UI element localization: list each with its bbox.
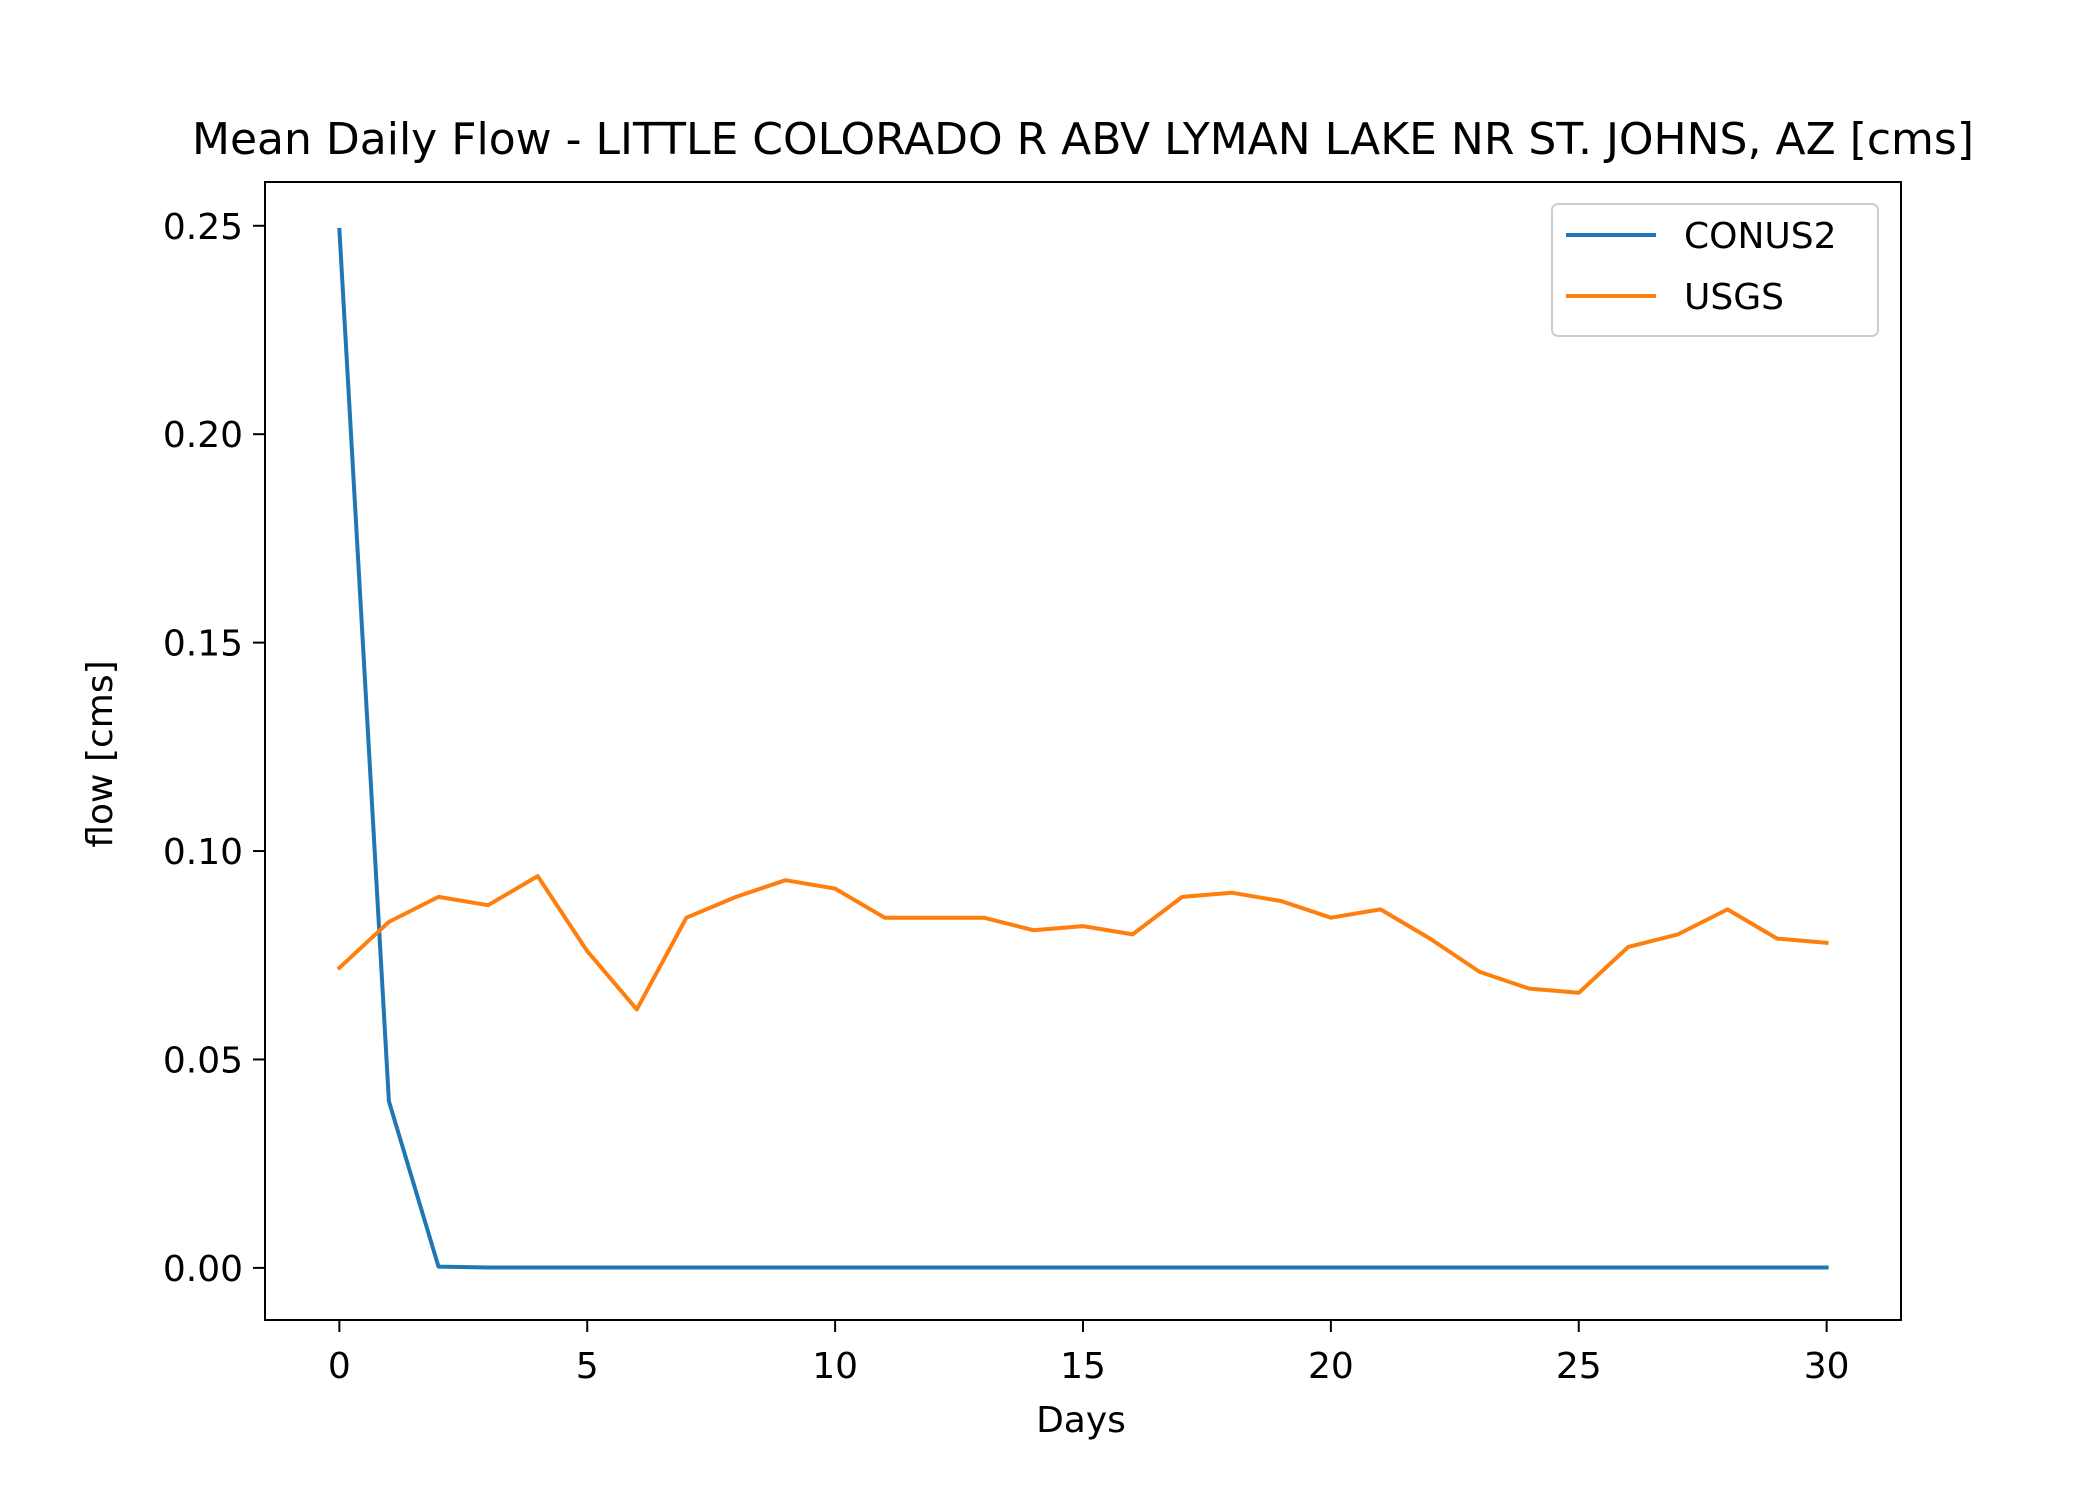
y-tick-label: 0.00 xyxy=(163,1249,243,1290)
y-tick-label: 0.25 xyxy=(163,207,243,248)
x-tick-label: 20 xyxy=(1308,1346,1354,1387)
y-tick-label: 0.15 xyxy=(163,624,243,665)
y-tick-label: 0.05 xyxy=(163,1040,243,1081)
x-tick-label: 30 xyxy=(1804,1346,1850,1387)
y-tick-label: 0.20 xyxy=(163,415,243,456)
x-tick-label: 15 xyxy=(1060,1346,1106,1387)
y-axis-label: flow [cms] xyxy=(80,660,121,847)
y-axis: 0.00 0.05 0.10 0.15 0.20 0.25 xyxy=(163,207,265,1290)
axes-frame xyxy=(264,181,1902,1321)
legend: CONUS2 USGS xyxy=(1551,203,1879,337)
legend-label-conus2: CONUS2 xyxy=(1684,216,1837,257)
legend-label-usgs: USGS xyxy=(1684,277,1784,318)
series-layer xyxy=(336,227,1829,1270)
plot-area xyxy=(264,181,1902,1321)
x-axis-label: Days xyxy=(1036,1400,1126,1441)
x-tick-label: 0 xyxy=(328,1346,351,1387)
x-axis: 0 5 10 15 20 25 30 xyxy=(328,1320,1850,1387)
series-line-usgs xyxy=(336,874,1829,1012)
x-tick-label: 5 xyxy=(576,1346,599,1387)
x-tick-label: 25 xyxy=(1556,1346,1602,1387)
y-tick-label: 0.10 xyxy=(163,832,243,873)
x-tick-label: 10 xyxy=(812,1346,858,1387)
chart-title: Mean Daily Flow - LITTLE COLORADO R ABV … xyxy=(192,114,1974,165)
series-line-conus2 xyxy=(337,227,1829,1270)
